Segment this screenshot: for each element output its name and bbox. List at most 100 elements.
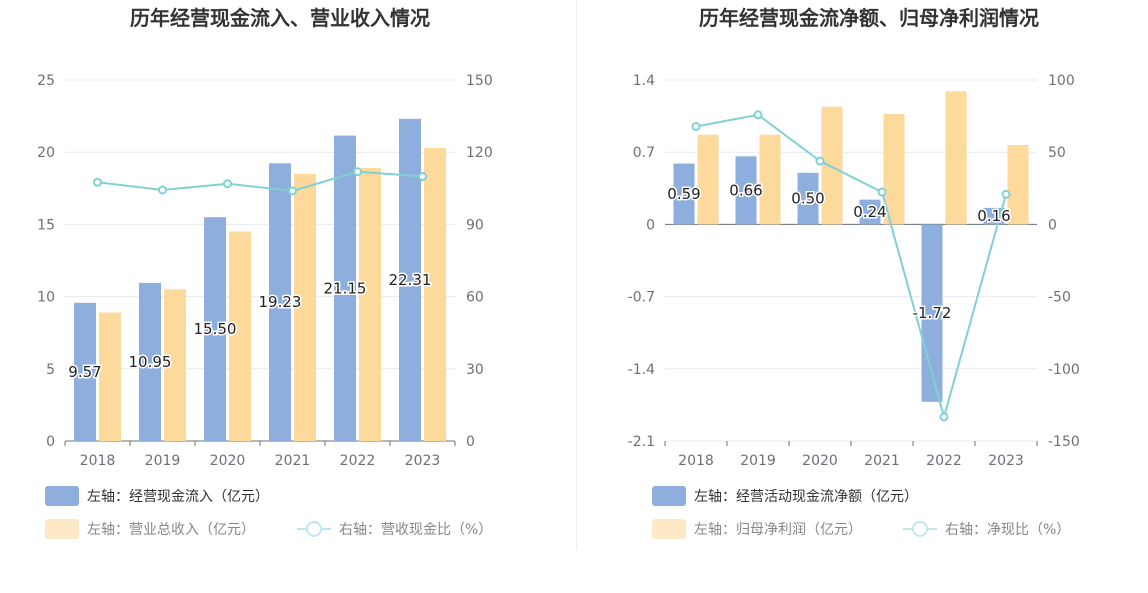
bar-primary: [269, 163, 291, 442]
bar-data-label: 19.23: [259, 293, 302, 311]
legend-label: 右轴：营收现金比（%）: [339, 522, 492, 538]
bar-secondary: [945, 91, 967, 225]
bar-secondary: [294, 173, 316, 442]
right-axis-tick-label: 60: [466, 290, 484, 306]
ratio-point: [158, 185, 167, 195]
right-axis-tick-label: 100: [1048, 73, 1075, 89]
x-axis-category-label: 2023: [405, 453, 441, 469]
ratio-line: [97, 170, 423, 192]
right-axis-tick-label: 120: [466, 145, 493, 161]
bar-primary: [139, 282, 161, 441]
chart-title: 历年经营现金流入、营业收入情况: [130, 6, 430, 30]
bar-primary: [859, 199, 881, 225]
ratio-point: [815, 156, 825, 166]
bar-data-label: 0.16: [977, 207, 1010, 225]
bar-secondary: [883, 114, 905, 225]
ratio-point: [877, 187, 887, 197]
bar-secondary: [229, 231, 251, 441]
legend-swatch: [45, 486, 79, 506]
bar-data-label: 0.59: [667, 185, 700, 203]
legend-label: 左轴：归母净利润（亿元）: [694, 521, 862, 538]
x-axis-category-label: 2021: [275, 453, 311, 469]
ratio-point: [691, 121, 701, 131]
left-axis-tick-label: -1.4: [628, 362, 655, 378]
x-axis-category-label: 2021: [864, 453, 900, 469]
bar-data-label: -1.72: [913, 304, 952, 322]
legend-label: 左轴：经营活动现金流净额（亿元）: [694, 489, 918, 505]
bar-secondary: [821, 106, 843, 225]
ratio-point: [939, 412, 949, 422]
bar-secondary: [164, 289, 186, 441]
legend-line-marker: [912, 521, 928, 537]
x-axis-category-label: 2019: [740, 453, 776, 469]
right-axis-tick-label: 50: [1048, 145, 1066, 161]
bar-primary: [735, 156, 757, 225]
right-axis-tick-label: -50: [1048, 290, 1071, 306]
bar-data-label: 0.50: [791, 190, 824, 208]
left-axis-tick-label: -0.7: [628, 290, 655, 306]
bar-data-label: 0.24: [853, 203, 886, 221]
ratio-point: [418, 172, 427, 182]
legend-swatch: [45, 519, 79, 539]
bar-data-label: 0.66: [729, 181, 762, 199]
left-axis-tick-label: 10: [37, 290, 55, 306]
ratio-line: [695, 113, 1007, 421]
bar-secondary: [1007, 144, 1029, 225]
bar-secondary: [424, 147, 446, 442]
bar-primary: [797, 172, 819, 225]
x-axis-category-label: 2023: [988, 453, 1024, 469]
right-axis-tick-label: 90: [466, 217, 484, 233]
left-axis-tick-label: 1.4: [633, 73, 655, 89]
ratio-point: [288, 186, 297, 196]
x-axis-category-label: 2022: [926, 453, 962, 469]
chart-panel-net-cashflow: 历年经营现金流净额、归母净利润情况 -2.1 -150 -1.4 -100 -0.7 -5…: [628, 6, 1080, 539]
chart-panel-cashflow-inflow: 历年经营现金流入、营业收入情况 0 0 5 30 10 60 15 90 20 120 25 150 2…: [37, 6, 493, 539]
left-axis-tick-label: 25: [37, 73, 55, 89]
bar-primary: [673, 163, 695, 225]
bar-primary: [74, 302, 96, 441]
bar-secondary: [359, 168, 381, 442]
x-axis-category-label: 2018: [80, 453, 116, 469]
right-axis-tick-label: 30: [466, 362, 484, 378]
left-axis-tick-label: -2.1: [628, 434, 655, 450]
legend-label: 左轴：营业总收入（亿元）: [87, 522, 255, 538]
bar-secondary: [697, 134, 719, 225]
right-axis-tick-label: 150: [466, 73, 493, 89]
ratio-point: [93, 177, 102, 187]
bar-data-label: 9.57: [68, 363, 101, 381]
bar-primary: [399, 118, 421, 441]
ratio-point: [223, 179, 232, 189]
bar-primary: [334, 135, 356, 441]
bar-data-label: 15.50: [194, 320, 237, 338]
ratio-point: [353, 167, 362, 177]
left-axis-tick-label: 0.7: [633, 145, 655, 161]
x-axis-category-label: 2020: [802, 453, 838, 469]
legend-label: 右轴：净现比（%）: [945, 522, 1070, 538]
ratio-point: [753, 110, 763, 120]
left-axis-tick-label: 20: [37, 145, 55, 161]
bar-primary: [204, 217, 226, 441]
right-axis-tick-label: -150: [1048, 434, 1080, 450]
x-axis-category-label: 2020: [210, 453, 246, 469]
left-axis-tick-label: 0: [646, 217, 655, 233]
right-axis-tick-label: 0: [1048, 217, 1057, 233]
x-axis-category-label: 2022: [340, 453, 376, 469]
x-axis-category-label: 2019: [145, 453, 181, 469]
left-axis-tick-label: 0: [46, 434, 55, 450]
bar-data-label: 22.31: [389, 271, 432, 289]
chart-title: 历年经营现金流净额、归母净利润情况: [699, 6, 1039, 30]
right-axis-tick-label: -100: [1048, 362, 1080, 378]
x-axis-category-label: 2018: [678, 453, 714, 469]
legend-swatch: [652, 519, 686, 539]
right-axis-tick-label: 0: [466, 434, 475, 450]
ratio-point: [1001, 189, 1011, 199]
bar-data-label: 10.95: [129, 353, 172, 371]
bar-data-label: 21.15: [324, 279, 367, 297]
bar-secondary: [759, 134, 781, 225]
legend-swatch: [652, 486, 686, 506]
left-axis-tick-label: 5: [46, 362, 55, 378]
bar-secondary: [99, 312, 121, 441]
legend-line-marker: [306, 521, 322, 537]
